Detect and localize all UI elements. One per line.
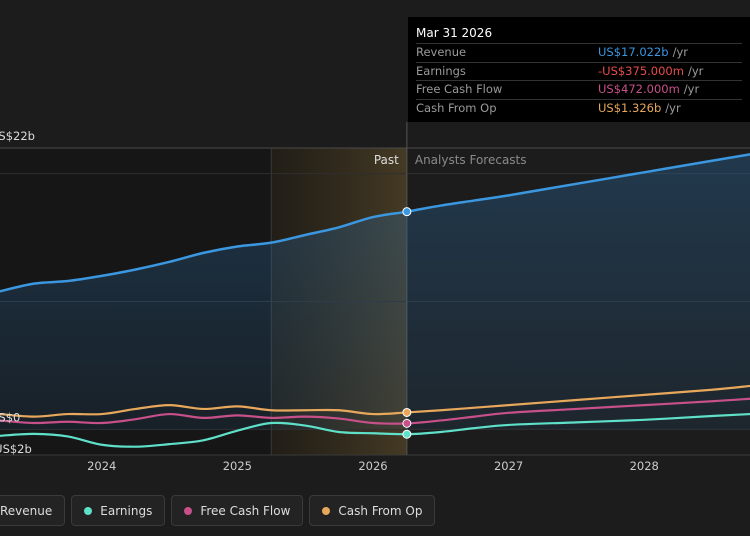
legend-dot-icon: [184, 506, 193, 515]
legend-label: Earnings: [100, 503, 153, 518]
tooltip-value: -US$375.000m: [598, 63, 684, 78]
legend-dot-icon: [322, 506, 331, 515]
legend-item-earnings[interactable]: Earnings: [71, 495, 166, 526]
forecast-label: Analysts Forecasts: [415, 153, 527, 167]
legend-item-free-cash-flow[interactable]: Free Cash Flow: [171, 495, 304, 526]
tooltip-label: Free Cash Flow: [416, 82, 503, 96]
legend-dot-icon: [84, 506, 93, 515]
tooltip-row-revenue: Revenue US$17.022b /yr: [416, 43, 742, 62]
tooltip-row-free-cash-flow: Free Cash Flow US$472.000m /yr: [416, 80, 742, 99]
series-line-earnings: [0, 412, 750, 448]
x-tick-label: 2027: [494, 459, 523, 473]
revenue-area: [0, 154, 750, 430]
tooltip-date: Mar 31 2026: [416, 26, 493, 40]
marker-earnings: [402, 429, 412, 439]
y-tick-label: US$22b: [0, 129, 35, 143]
tooltip: Mar 31 2026 Revenue US$17.022b /yr Earni…: [408, 17, 750, 122]
tooltip-value: US$472.000m: [598, 82, 680, 96]
tooltip-value: US$1.326b: [598, 100, 662, 115]
tooltip-row-earnings: Earnings -US$375.000m /yr: [416, 61, 742, 81]
marker-cash-from-op: [402, 407, 412, 417]
x-tick-label: 2025: [223, 459, 252, 473]
legend-item-cash-from-op[interactable]: Cash From Op: [309, 495, 436, 526]
marker-revenue: [402, 207, 412, 217]
y-tick-label: -US$2b: [0, 442, 32, 456]
tooltip-unit: /yr: [672, 45, 688, 59]
tooltip-label: Cash From Op: [416, 100, 497, 115]
marker-free-cash-flow: [402, 418, 412, 428]
x-tick-label: 2028: [630, 459, 659, 473]
past-label: Past: [374, 153, 399, 167]
legend-label: Cash From Op: [338, 503, 423, 518]
tooltip-value: US$17.022b: [598, 45, 669, 59]
legend-label: Revenue: [0, 503, 53, 518]
y-tick-label: US$0: [0, 410, 20, 424]
series-line-cash-from-op: [0, 384, 750, 418]
legend-item-revenue[interactable]: Revenue: [0, 495, 66, 526]
x-tick-label: 2024: [87, 459, 116, 473]
legend-label: Free Cash Flow: [200, 503, 291, 518]
tooltip-label: Revenue: [416, 45, 467, 59]
tooltip-label: Earnings: [416, 63, 466, 78]
series-line-revenue: [0, 153, 750, 293]
series-line-free-cash-flow: [0, 397, 750, 425]
tooltip-row-cash-from-op: Cash From Op US$1.326b /yr: [416, 98, 742, 118]
legend: Revenue Earnings Free Cash Flow Cash Fro…: [0, 495, 436, 526]
x-tick-label: 2026: [358, 459, 387, 473]
tooltip-unit: /yr: [665, 100, 681, 115]
tooltip-unit: /yr: [687, 63, 704, 78]
tooltip-unit: /yr: [683, 82, 700, 96]
